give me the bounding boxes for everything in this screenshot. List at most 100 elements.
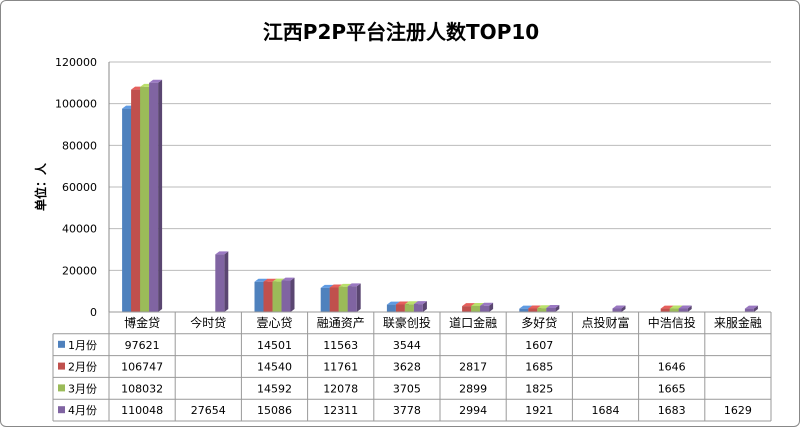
y-tick-label: 20000 — [62, 264, 97, 277]
y-tick-label: 40000 — [62, 223, 97, 236]
bar-top — [519, 305, 533, 309]
data-label: 1665 — [658, 382, 686, 395]
bar — [338, 286, 348, 312]
bar-top — [149, 79, 163, 83]
bar — [320, 287, 330, 312]
bar — [480, 305, 490, 312]
data-label: 1607 — [525, 339, 553, 352]
bar-top — [462, 303, 476, 307]
bar-top — [660, 305, 674, 309]
data-label: 2899 — [459, 382, 487, 395]
bar-side — [687, 305, 692, 312]
category-label: 联豪创投 — [383, 315, 431, 330]
bar-top — [546, 304, 560, 308]
data-label: 97621 — [125, 339, 160, 352]
data-label: 14540 — [257, 361, 292, 374]
category-label: 融通资产 — [317, 316, 365, 330]
data-label: 1921 — [525, 404, 553, 417]
bar — [546, 307, 556, 312]
bar — [149, 82, 159, 312]
bar — [140, 86, 150, 312]
data-label: 1629 — [724, 404, 752, 417]
category-label: 点投财富 — [581, 315, 629, 330]
bar-top — [669, 305, 683, 309]
data-label: 108032 — [121, 382, 163, 395]
legend-label: 3月份 — [68, 382, 97, 395]
data-label: 1646 — [658, 361, 686, 374]
data-label: 3705 — [393, 382, 421, 395]
bar-top — [281, 277, 295, 281]
data-label: 2994 — [459, 404, 487, 417]
legend-label: 1月份 — [68, 339, 97, 352]
data-label: 27654 — [191, 404, 226, 417]
bar — [281, 280, 291, 312]
bar — [254, 281, 264, 312]
bar — [744, 308, 754, 312]
y-axis-label: 单位：人 — [33, 162, 48, 211]
data-label: 3778 — [393, 404, 421, 417]
bar-side — [356, 283, 361, 312]
legend-swatch — [58, 362, 65, 370]
data-label: 1685 — [525, 361, 553, 374]
bar-top — [744, 305, 758, 309]
category-label: 多好贷 — [521, 316, 557, 330]
data-label: 1825 — [525, 382, 553, 395]
bar — [272, 281, 282, 312]
y-tick-label: 0 — [90, 306, 97, 319]
bar-top — [347, 283, 361, 287]
legend-swatch — [58, 406, 65, 414]
data-label: 14592 — [257, 382, 292, 395]
bar — [347, 286, 357, 312]
data-label: 12078 — [323, 382, 358, 395]
bar — [612, 308, 622, 312]
category-label: 道口金融 — [449, 315, 497, 330]
data-label: 110048 — [121, 404, 163, 417]
data-label: 1684 — [592, 404, 620, 417]
legend-label: 4月份 — [68, 404, 97, 417]
bar — [537, 308, 547, 312]
data-label: 11563 — [323, 339, 358, 352]
y-tick-label: 100000 — [55, 98, 97, 111]
bar-side — [555, 304, 560, 312]
legend-swatch — [58, 384, 65, 392]
bar-top — [263, 278, 277, 282]
bar — [660, 308, 670, 312]
bar-top — [404, 301, 418, 305]
bar-top — [386, 301, 400, 305]
bar-side — [621, 305, 626, 312]
bar — [395, 304, 405, 312]
bar-top — [413, 301, 427, 305]
bar-side — [422, 301, 427, 312]
bar-top — [612, 305, 626, 309]
bar — [404, 304, 414, 312]
bar — [329, 287, 339, 312]
bar-side — [489, 302, 494, 312]
y-tick-label: 80000 — [62, 139, 97, 152]
bar-top — [678, 305, 692, 309]
bar — [519, 308, 529, 312]
category-label: 来服金融 — [714, 315, 762, 330]
category-label: 壹心贷 — [256, 316, 292, 330]
bar — [215, 254, 225, 312]
bar-side — [290, 277, 295, 312]
y-tick-label: 120000 — [55, 56, 97, 69]
data-label: 2817 — [459, 361, 487, 374]
bar-top — [395, 301, 409, 305]
data-label: 1683 — [658, 404, 686, 417]
bar-top — [254, 278, 268, 282]
bar-side — [753, 305, 758, 312]
data-label: 106747 — [121, 361, 163, 374]
bar-side — [158, 79, 163, 312]
data-label: 12311 — [323, 404, 358, 417]
bar — [528, 308, 538, 312]
y-tick-label: 60000 — [62, 181, 97, 194]
data-label: 11761 — [323, 361, 358, 374]
bar — [471, 305, 481, 312]
bar-top — [215, 251, 229, 255]
bar — [669, 308, 679, 312]
bar-top — [480, 302, 494, 306]
chart-title: 江西P2P平台注册人数TOP10 — [263, 20, 539, 44]
bar — [386, 304, 396, 312]
